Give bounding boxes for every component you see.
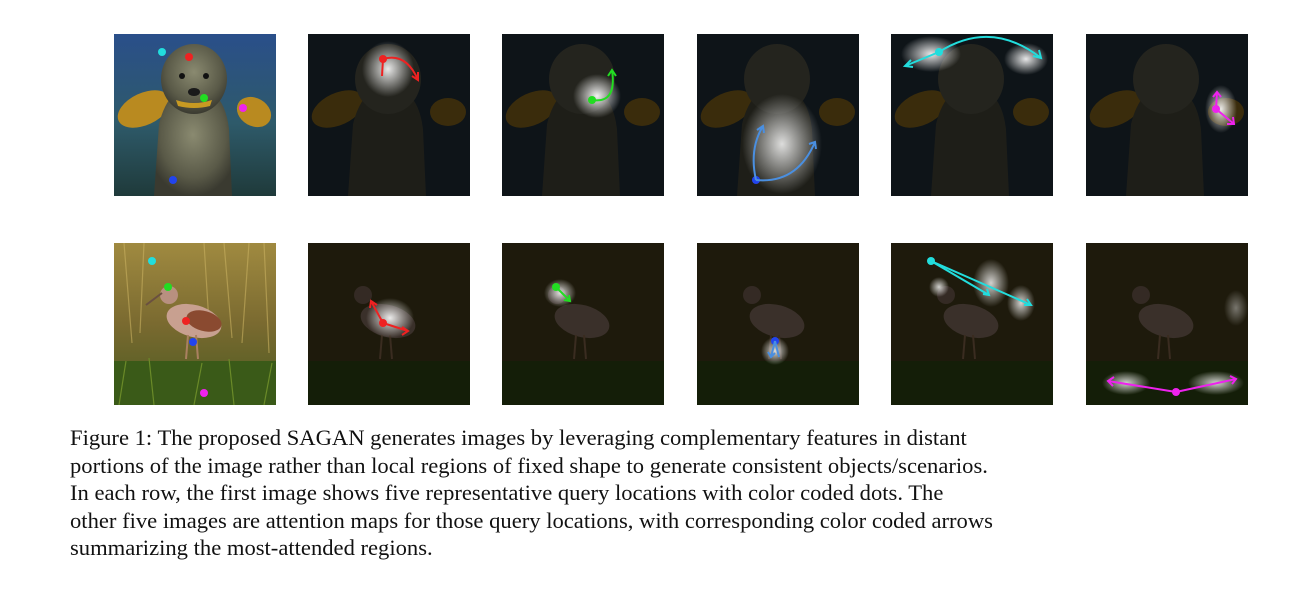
bird-attention-map-magenta bbox=[1086, 243, 1248, 405]
dog-query-dot-cyan bbox=[158, 48, 166, 56]
bird-query-dot-blue bbox=[189, 338, 197, 346]
caption-line: other five images are attention maps for… bbox=[70, 507, 993, 533]
bird-query-dot-red bbox=[182, 317, 190, 325]
bird-query-image bbox=[114, 243, 276, 405]
dog-attention-map-red bbox=[308, 34, 470, 196]
dog-query-dot-green bbox=[200, 94, 208, 102]
dog-query-image bbox=[114, 34, 276, 196]
bird-query-dot-cyan bbox=[148, 257, 156, 265]
bird-query-dot-magenta bbox=[200, 389, 208, 397]
caption-line: portions of the image rather than local … bbox=[70, 452, 988, 478]
caption-line: summarizing the most-attended regions. bbox=[70, 535, 433, 560]
dog-query-dot-magenta bbox=[239, 104, 247, 112]
bird-query-dot-green bbox=[164, 283, 172, 291]
dog-query-dot-blue bbox=[169, 176, 177, 184]
dog-query-dot-red bbox=[185, 53, 193, 61]
bird-attention-map-blue bbox=[697, 243, 859, 405]
dog-attention-map-magenta bbox=[1086, 34, 1248, 196]
dog-attention-map-green bbox=[502, 34, 664, 196]
bird-attention-map-red bbox=[308, 243, 470, 405]
bird-attention-map-green bbox=[502, 243, 664, 405]
bird-attention-map-cyan bbox=[891, 243, 1053, 405]
figure-caption: Figure 1: The proposed SAGAN generates i… bbox=[70, 424, 1250, 562]
caption-line: Figure 1: The proposed SAGAN generates i… bbox=[70, 425, 967, 450]
dog-attention-map-cyan bbox=[891, 34, 1053, 196]
dog-attention-map-blue bbox=[697, 34, 859, 196]
caption-line: In each row, the first image shows five … bbox=[70, 480, 944, 505]
